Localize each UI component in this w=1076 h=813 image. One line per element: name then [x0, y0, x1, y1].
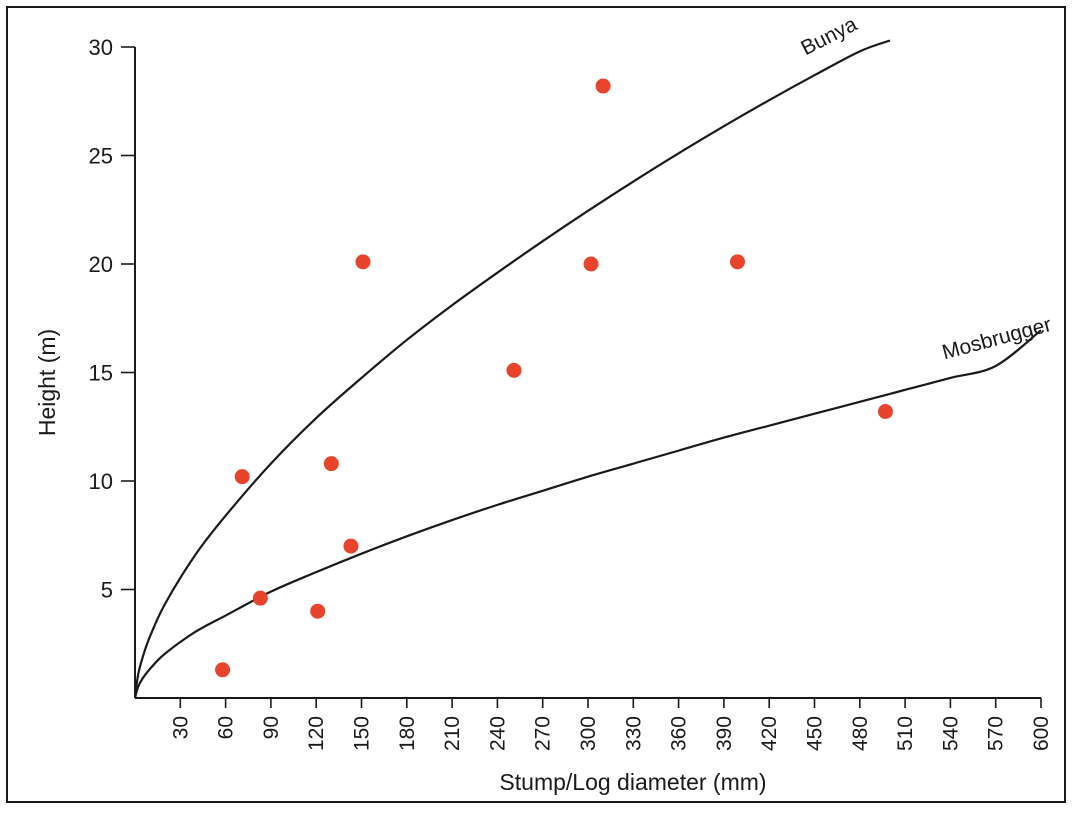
x-tick-label: 600 [1030, 716, 1053, 751]
data-point [343, 538, 359, 554]
data-point [595, 78, 611, 94]
curve-bunya [133, 39, 891, 699]
x-tick-label: 30 [169, 716, 192, 739]
x-tick-label: 150 [351, 716, 374, 751]
x-tick-label: 270 [532, 716, 555, 751]
x-tick-label: 210 [441, 716, 464, 751]
y-tick-label: 20 [89, 252, 113, 277]
axes [134, 47, 1041, 699]
y-tick-label: 30 [89, 35, 113, 60]
x-tick-label: 120 [305, 716, 328, 751]
x-tick-label: 540 [939, 716, 962, 751]
x-tick-label: 330 [622, 716, 645, 751]
y-tick-label: 15 [89, 361, 113, 386]
x-tick-label: 60 [215, 716, 238, 739]
y-tick-label: 25 [89, 144, 113, 169]
data-points [215, 78, 893, 678]
x-tick-label: 570 [985, 716, 1008, 751]
tick-marks: 30 60 90 120 150 180 210 240 270 300 330 360 390 420 4… [89, 35, 1053, 751]
x-tick-label: 480 [849, 716, 872, 751]
data-point [583, 256, 599, 272]
curve-label-bunya: Bunya [797, 12, 861, 60]
x-tick-label: 420 [758, 716, 781, 751]
x-axis-title: Stump/Log diameter (mm) [499, 769, 766, 795]
chart-frame [6, 6, 1066, 803]
x-tick-label: 90 [260, 716, 283, 739]
fitted-curves [133, 39, 1042, 699]
data-point [310, 603, 326, 619]
data-point [506, 362, 522, 378]
data-point [234, 469, 250, 485]
data-point [729, 254, 745, 270]
x-tick-label: 510 [894, 716, 917, 751]
x-tick-label: 390 [713, 716, 736, 751]
x-tick-label: 300 [577, 716, 600, 751]
y-tick-label: 5 [101, 578, 113, 603]
y-tick-label: 10 [89, 469, 113, 494]
x-tick-label: 450 [804, 716, 827, 751]
data-point [877, 404, 893, 420]
x-tick-label: 240 [486, 716, 509, 751]
x-tick-label: 180 [396, 716, 419, 751]
data-point [252, 590, 268, 606]
data-point [355, 254, 371, 270]
curve-label-mosbrugger: Mosbrugger [940, 313, 1054, 364]
data-point [215, 662, 231, 678]
y-axis-title: Height (m) [34, 329, 60, 436]
chart-labels: Stump/Log diameter (mm) Height (m) Bunya… [34, 12, 1054, 795]
x-tick-label: 360 [668, 716, 691, 751]
data-point [323, 456, 339, 472]
curve-mosbrugger [133, 329, 1042, 699]
